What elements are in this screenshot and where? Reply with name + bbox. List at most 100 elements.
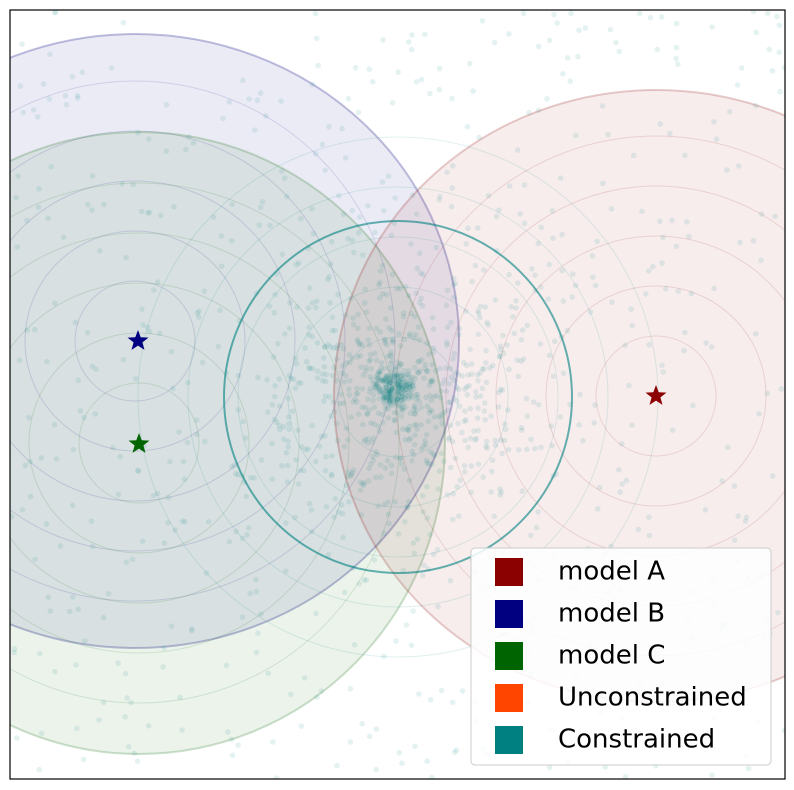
scatter-dot: [313, 610, 319, 617]
scatter-dot: [673, 55, 679, 62]
scatter-dot: [286, 372, 292, 379]
scatter-dot: [431, 414, 438, 420]
scatter-dot: [419, 492, 426, 499]
scatter-dot: [334, 420, 340, 427]
scatter-dot: [145, 136, 152, 142]
scatter-dot: [437, 394, 444, 401]
scatter-dot: [301, 675, 308, 681]
scatter-dot: [407, 410, 414, 416]
scatter-dot: [505, 407, 511, 413]
scatter-dot: [444, 287, 451, 294]
scatter-dot: [591, 420, 598, 426]
scatter-dot: [363, 364, 369, 371]
scatter-dot: [235, 372, 242, 379]
scatter-dot: [309, 81, 316, 88]
scatter-dot: [475, 308, 481, 314]
scatter-dot: [387, 388, 394, 394]
scatter-dot: [371, 404, 378, 411]
scatter-dot: [405, 39, 412, 45]
scatter-dot: [429, 361, 436, 368]
scatter-dot: [319, 377, 326, 384]
scatter-dot: [387, 389, 394, 395]
scatter-dot: [450, 163, 456, 169]
constrained-circle: [223, 220, 573, 574]
scatter-dot: [190, 140, 197, 146]
scatter-dot: [340, 346, 347, 352]
scatter-dot: [271, 416, 278, 423]
scatter-dot: [325, 276, 331, 283]
scatter-dot: [405, 394, 412, 400]
scatter-dot: [673, 20, 680, 27]
scatter-dot: [14, 244, 21, 250]
scatter-dot: [19, 506, 26, 513]
scatter-dot: [402, 519, 408, 525]
scatter-dot: [96, 717, 102, 723]
scatter-dot: [80, 756, 87, 763]
scatter-dot: [459, 688, 466, 694]
scatter-dot: [314, 298, 320, 304]
scatter-dot: [393, 398, 399, 405]
scatter-dot: [352, 64, 359, 71]
scatter-dot: [506, 183, 513, 189]
scatter-dot: [277, 426, 283, 433]
scatter-dot: [669, 427, 676, 433]
scatter-dot: [461, 462, 468, 469]
scatter-dot: [570, 271, 576, 277]
scatter-dot: [413, 211, 420, 217]
scatter-dot: [420, 272, 426, 278]
scatter-dot: [451, 377, 458, 384]
scatter-dot: [365, 203, 371, 209]
legend-box: [470, 547, 772, 766]
scatter-dot: [92, 411, 99, 417]
scatter-dot: [412, 743, 418, 750]
scatter-dot: [10, 513, 15, 520]
scatter-dot: [293, 261, 300, 268]
scatter-dot: [657, 218, 663, 225]
scatter-dot: [518, 424, 525, 431]
scatter-dot: [270, 739, 276, 745]
scatter-dot: [218, 233, 225, 239]
scatter-dot: [552, 338, 558, 345]
scatter-dot: [427, 531, 433, 538]
scatter-dot: [446, 399, 452, 406]
scatter-dot: [361, 479, 368, 486]
scatter-dot: [702, 507, 709, 513]
scatter-dot: [492, 442, 499, 449]
scatter-dot: [415, 359, 421, 365]
scatter-dot: [548, 423, 554, 429]
scatter-dot: [379, 378, 386, 384]
scatter-dot: [416, 337, 423, 343]
scatter-dot: [396, 370, 403, 376]
scatter-dot: [438, 450, 445, 457]
scatter-dot: [370, 453, 376, 460]
scatter-dot: [383, 316, 389, 323]
scatter-dot: [284, 193, 290, 200]
scatter-dot: [403, 283, 409, 290]
scatter-dot: [70, 446, 77, 453]
ring: [337, 336, 459, 458]
scatter-dot: [468, 361, 475, 367]
scatter-dot: [356, 229, 362, 236]
scatter-dot: [381, 501, 388, 508]
scatter-dot: [388, 395, 395, 401]
scatter-dot: [386, 365, 393, 371]
scatter-dot: [596, 484, 603, 491]
scatter-dot: [399, 397, 405, 403]
scatter-dot: [429, 378, 435, 384]
scatter-dot: [51, 421, 58, 428]
scatter-dot: [387, 379, 394, 386]
scatter-dot: [359, 720, 366, 727]
scatter-dot: [524, 446, 530, 453]
scatter-dot: [409, 192, 416, 198]
scatter-dot: [390, 386, 397, 393]
scatter-dot: [411, 335, 418, 341]
scatter-dot: [609, 299, 615, 306]
scatter-dot: [359, 386, 366, 392]
scatter-dot: [269, 402, 276, 408]
scatter-dot: [396, 401, 402, 408]
scatter-dot: [396, 330, 402, 337]
scatter-dot: [409, 458, 415, 464]
scatter-dot: [223, 662, 230, 669]
scatter-dot: [158, 212, 164, 219]
scatter-dot: [409, 32, 415, 38]
